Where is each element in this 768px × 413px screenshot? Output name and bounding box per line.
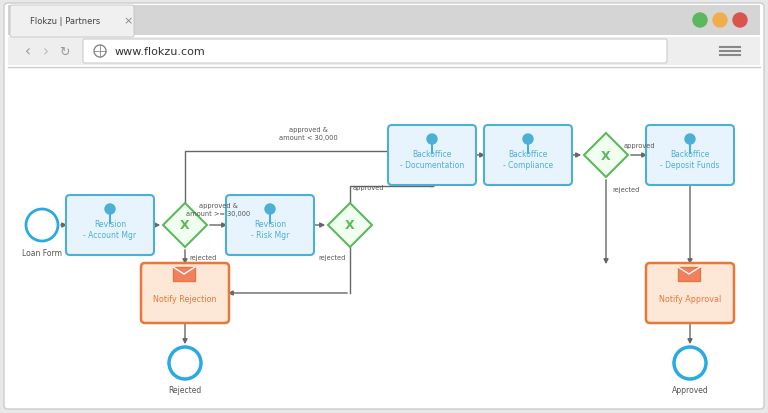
FancyBboxPatch shape xyxy=(8,38,760,66)
FancyBboxPatch shape xyxy=(484,126,572,185)
Text: approved &
amount >= 30,000: approved & amount >= 30,000 xyxy=(187,203,250,216)
Text: ‹: ‹ xyxy=(25,44,31,59)
Circle shape xyxy=(427,135,437,145)
Text: Loan Form: Loan Form xyxy=(22,248,62,257)
Text: Backoffice
- Deposit Funds: Backoffice - Deposit Funds xyxy=(660,149,720,170)
Text: Backoffice
- Documentation: Backoffice - Documentation xyxy=(400,149,464,170)
FancyBboxPatch shape xyxy=(173,267,195,281)
Text: X: X xyxy=(180,219,190,232)
Circle shape xyxy=(685,135,695,145)
Text: X: X xyxy=(345,219,355,232)
FancyBboxPatch shape xyxy=(10,6,134,38)
Text: Approved: Approved xyxy=(672,385,708,394)
Polygon shape xyxy=(584,134,628,178)
FancyBboxPatch shape xyxy=(83,40,667,64)
Text: Flokzu | Partners: Flokzu | Partners xyxy=(30,17,101,26)
Text: ↻: ↻ xyxy=(58,45,69,58)
Circle shape xyxy=(169,347,201,379)
FancyBboxPatch shape xyxy=(678,267,700,281)
Text: rejected: rejected xyxy=(612,187,640,192)
Text: Revision
- Account Mgr: Revision - Account Mgr xyxy=(84,219,137,240)
Circle shape xyxy=(693,14,707,28)
Polygon shape xyxy=(328,204,372,247)
FancyBboxPatch shape xyxy=(388,126,476,185)
Text: approved &
amount < 30,000: approved & amount < 30,000 xyxy=(279,127,338,140)
Text: Notify Rejection: Notify Rejection xyxy=(154,294,217,303)
FancyBboxPatch shape xyxy=(66,195,154,255)
Text: rejected: rejected xyxy=(318,254,346,260)
Polygon shape xyxy=(163,204,207,247)
Text: rejected: rejected xyxy=(190,254,217,260)
Circle shape xyxy=(674,347,706,379)
Text: Notify Approval: Notify Approval xyxy=(659,294,721,303)
FancyBboxPatch shape xyxy=(8,6,760,36)
Text: Revision
- Risk Mgr: Revision - Risk Mgr xyxy=(251,219,290,240)
Text: ×: × xyxy=(124,16,133,26)
Circle shape xyxy=(265,204,275,214)
Text: Rejected: Rejected xyxy=(168,385,202,394)
Circle shape xyxy=(713,14,727,28)
FancyBboxPatch shape xyxy=(646,126,734,185)
FancyBboxPatch shape xyxy=(226,195,314,255)
FancyBboxPatch shape xyxy=(4,4,764,409)
Text: X: X xyxy=(601,149,611,162)
Text: Backoffice
- Compliance: Backoffice - Compliance xyxy=(503,149,553,170)
Circle shape xyxy=(733,14,747,28)
FancyBboxPatch shape xyxy=(646,263,734,323)
Circle shape xyxy=(26,209,58,242)
Text: ›: › xyxy=(43,44,49,59)
Text: approved: approved xyxy=(623,142,655,149)
Text: approved: approved xyxy=(353,185,384,190)
FancyBboxPatch shape xyxy=(141,263,229,323)
Text: www.flokzu.com: www.flokzu.com xyxy=(115,47,206,57)
Circle shape xyxy=(523,135,533,145)
Circle shape xyxy=(105,204,115,214)
